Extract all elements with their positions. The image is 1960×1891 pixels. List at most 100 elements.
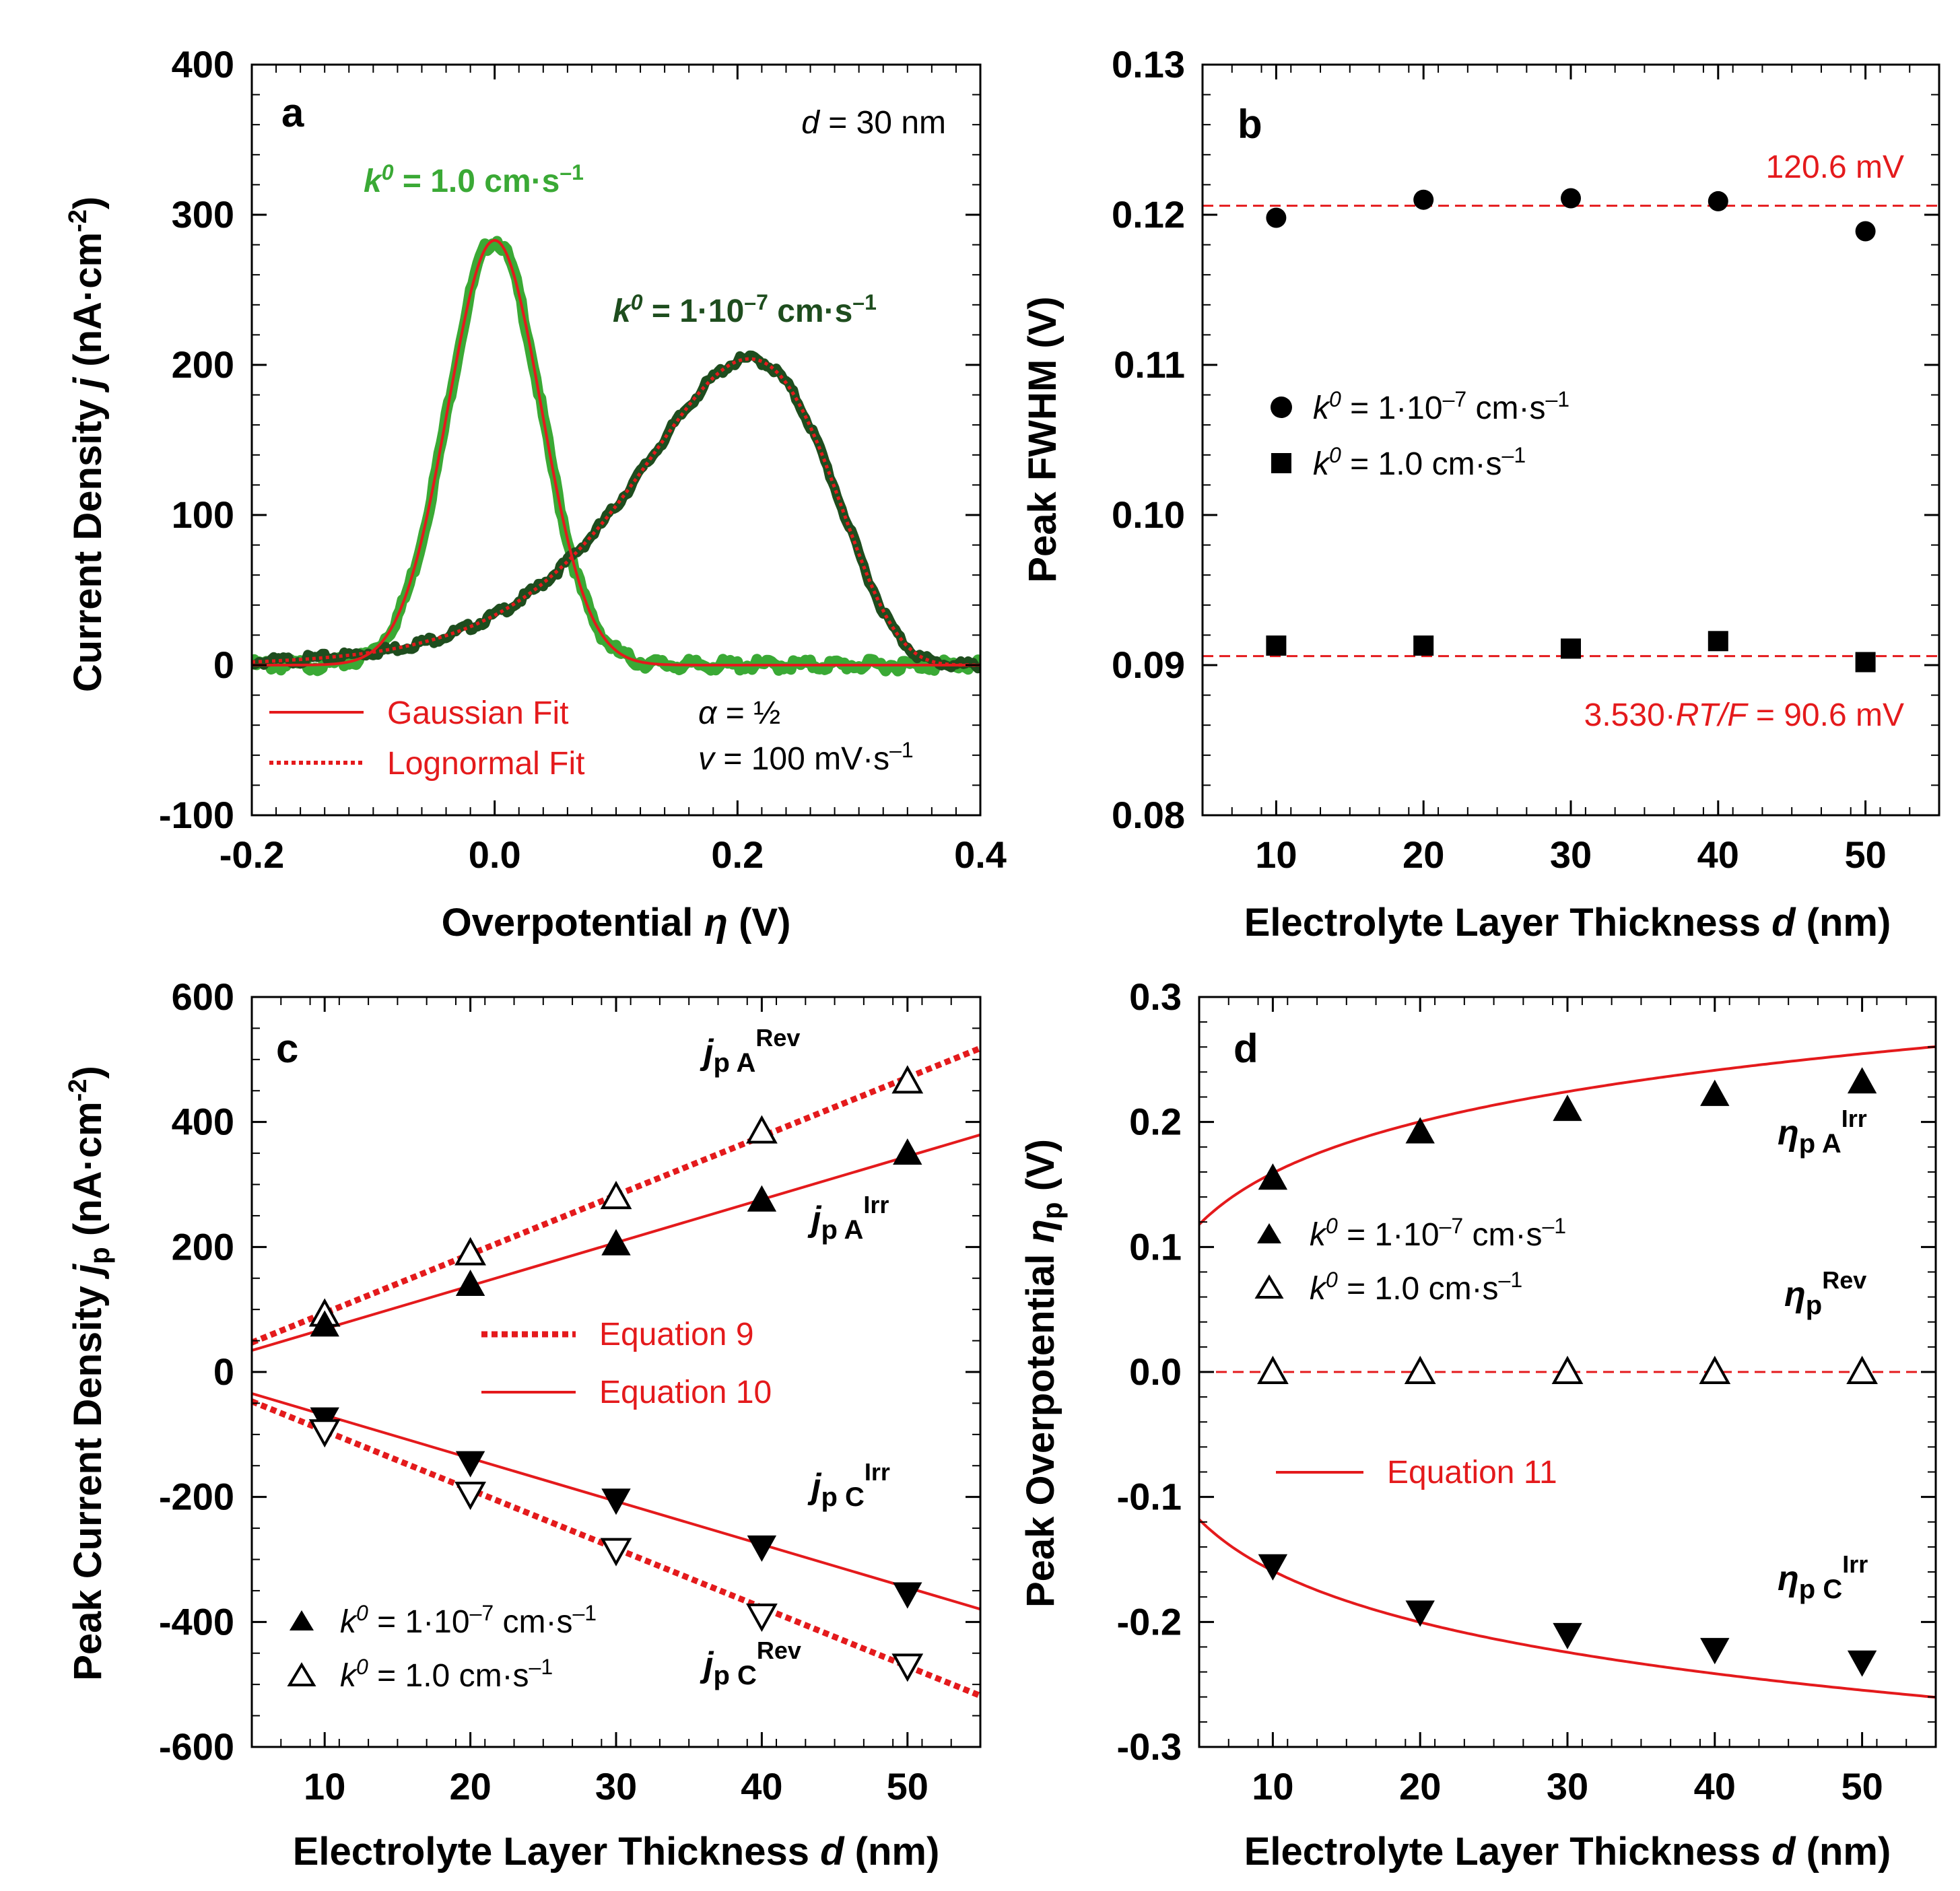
peak-overpotential-point bbox=[1551, 1355, 1584, 1384]
panel-b-x-axis-title: Electrolyte Layer Thickness d (nm) bbox=[1244, 901, 1891, 944]
panel-a-ytick-label: 100 bbox=[172, 493, 234, 536]
panel-c-label-jpA-rev: jp ARev bbox=[700, 1024, 800, 1078]
panel-b-legend-circle bbox=[1271, 397, 1292, 418]
panel-d-ytick-label: 0.1 bbox=[1129, 1225, 1182, 1268]
panel-d-label-eta-rev: ηpRev bbox=[1784, 1266, 1866, 1320]
panel-b-xtick-label: 20 bbox=[1403, 833, 1444, 876]
fwhm-point-fast bbox=[1561, 638, 1581, 659]
panel-b-xtick-label: 50 bbox=[1844, 833, 1886, 876]
peak-overpotential-point bbox=[1700, 1079, 1730, 1106]
peak-overpotential-point bbox=[1847, 1067, 1877, 1094]
panel-c-xtick-label: 50 bbox=[887, 1765, 928, 1808]
panel-d-legend-open-triangle bbox=[1254, 1274, 1284, 1299]
equation-11-curve bbox=[1198, 1045, 1936, 1226]
panel-a-y-axis-title: Current Density j (nA·cm-2) bbox=[64, 197, 110, 692]
peak-current-point bbox=[747, 1535, 777, 1562]
peak-overpotential-point bbox=[1405, 1117, 1435, 1144]
fwhm-point-slow bbox=[1413, 189, 1434, 210]
panel-d-marks bbox=[1198, 1045, 1936, 1699]
panel-d-legend-label-fast: k0 = 1.0 cm·s–1 bbox=[1310, 1268, 1522, 1307]
fwhm-point-slow bbox=[1561, 188, 1581, 209]
legend-eq9-label: Equation 9 bbox=[599, 1317, 754, 1352]
panel-d-ytick-label: -0.2 bbox=[1117, 1600, 1182, 1643]
panel-a-xtick-label: -0.2 bbox=[219, 833, 285, 876]
panel-a-xtick-label: 0.0 bbox=[469, 833, 521, 876]
panel-c-ytick-label: 600 bbox=[172, 975, 234, 1018]
peak-current-point bbox=[893, 1138, 922, 1165]
panel-a-plot-area bbox=[252, 236, 980, 677]
panel-c-xtick-label: 30 bbox=[595, 1765, 637, 1808]
panel-c-legend-label-slow: k0 = 1·10–7 cm·s–1 bbox=[340, 1601, 597, 1640]
series-slow-data bbox=[252, 350, 980, 674]
panel-b-ytick-label: 0.11 bbox=[1114, 343, 1185, 386]
panel-b-xtick-label: 40 bbox=[1697, 833, 1739, 876]
panel-c-ytick-label: 400 bbox=[172, 1101, 234, 1143]
peak-current-point bbox=[891, 1653, 924, 1682]
peak-current-point bbox=[746, 1604, 778, 1632]
panel-c-xtick-label: 20 bbox=[449, 1765, 491, 1808]
peak-current-point bbox=[601, 1229, 631, 1256]
peak-current-point bbox=[455, 1269, 485, 1297]
fwhm-point-slow bbox=[1266, 207, 1287, 228]
panel-d-y-axis-title: Peak Overpotential ηp (V) bbox=[1019, 1139, 1068, 1608]
equation-11-curve bbox=[1198, 1518, 1936, 1699]
panel-c-label-jpC-rev: jp CRev bbox=[700, 1637, 801, 1690]
peak-current-point bbox=[747, 1185, 777, 1212]
panel-a-ytick-label: -100 bbox=[159, 794, 234, 836]
panel-c-frame bbox=[250, 996, 982, 1748]
panel-b-ytick-label: 0.08 bbox=[1112, 794, 1185, 836]
legend-eq11-label: Equation 11 bbox=[1387, 1455, 1557, 1490]
panel-c-ytick-label: -200 bbox=[159, 1476, 234, 1518]
panel-d-label-etaC-irr: ηp CIrr bbox=[1778, 1550, 1868, 1604]
panel-d-ytick-label: -0.1 bbox=[1117, 1476, 1182, 1518]
panel-d-ytick-label: 0.0 bbox=[1129, 1350, 1182, 1393]
legend-gaussian-label: Gaussian Fit bbox=[387, 695, 568, 731]
peak-current-point bbox=[600, 1538, 632, 1567]
panel-b-ytick-label: 0.09 bbox=[1112, 644, 1185, 686]
peak-overpotential-point bbox=[1699, 1355, 1731, 1384]
panel-b-frame bbox=[1201, 63, 1940, 817]
panel-a-xtick-label: 0.2 bbox=[711, 833, 764, 876]
panel-c-y-axis-title: Peak Current Density jp (nA·cm-2) bbox=[64, 1066, 115, 1681]
panel-d-x-axis-title: Electrolyte Layer Thickness d (nm) bbox=[1244, 1830, 1891, 1873]
peak-current-point bbox=[310, 1310, 339, 1337]
panel-c-ticks: 10 20 30 40 50 -600 -400 -200 0 200 400 600 bbox=[159, 975, 981, 1808]
panel-a-xtick-label: 0.4 bbox=[954, 833, 1007, 876]
legend-lognormal-label: Lognormal Fit bbox=[387, 746, 584, 782]
panel-a-x-axis-title: Overpotential η (V) bbox=[442, 901, 791, 944]
panel-a-d-annotation: d = 30 nm bbox=[801, 105, 946, 141]
panel-c-letter: c bbox=[276, 1026, 298, 1071]
panel-b-marks bbox=[1203, 188, 1939, 673]
panel-a-ytick-label: 0 bbox=[213, 644, 234, 686]
panel-a-label-fast: k0 = 1.0 cm·s–1 bbox=[364, 160, 584, 199]
panel-d-letter: d bbox=[1234, 1026, 1258, 1071]
panel-b-legend-label-fast: k0 = 1.0 cm·s–1 bbox=[1313, 443, 1526, 482]
panel-a-ytick-label: 400 bbox=[172, 43, 234, 85]
peak-overpotential-point bbox=[1405, 1600, 1435, 1627]
panel-b-y-axis-title: Peak FWHM (V) bbox=[1021, 296, 1065, 582]
panel-a-label-slow: k0 = 1·10–7 cm·s–1 bbox=[613, 290, 877, 329]
panel-b-ref-label-top: 120.6 mV bbox=[1766, 149, 1904, 185]
peak-overpotential-point bbox=[1258, 1163, 1288, 1190]
panel-d-frame bbox=[1198, 996, 1937, 1748]
fwhm-point-fast bbox=[1708, 631, 1728, 652]
panel-c-ytick-label: 200 bbox=[172, 1225, 234, 1268]
panel-b-legend-label-slow: k0 = 1·10–7 cm·s–1 bbox=[1313, 387, 1569, 426]
panel-c-ytick-label: -400 bbox=[159, 1600, 234, 1643]
panel-c-label-jpA-irr: jp AIrr bbox=[807, 1191, 889, 1245]
peak-overpotential-point bbox=[1847, 1650, 1877, 1677]
panel-b-ticks: 10 20 30 40 50 0.08 0.09 0.10 0.11 0.12 0.13 bbox=[1112, 43, 1940, 876]
peak-overpotential-point bbox=[1846, 1355, 1878, 1384]
panel-a-v-annotation: v = 100 mV·s–1 bbox=[698, 738, 914, 777]
peak-current-point bbox=[600, 1180, 632, 1210]
peak-current-point bbox=[308, 1419, 341, 1448]
peak-current-point bbox=[746, 1115, 778, 1144]
panel-b-xtick-label: 30 bbox=[1550, 833, 1592, 876]
panel-c-ytick-label: -600 bbox=[159, 1725, 234, 1768]
legend-eq10-label: Equation 10 bbox=[599, 1375, 772, 1410]
peak-current-point bbox=[893, 1582, 922, 1609]
panel-d-xtick-label: 10 bbox=[1252, 1765, 1293, 1808]
peak-overpotential-point bbox=[1404, 1355, 1436, 1384]
panel-b-ytick-label: 0.13 bbox=[1112, 43, 1185, 85]
